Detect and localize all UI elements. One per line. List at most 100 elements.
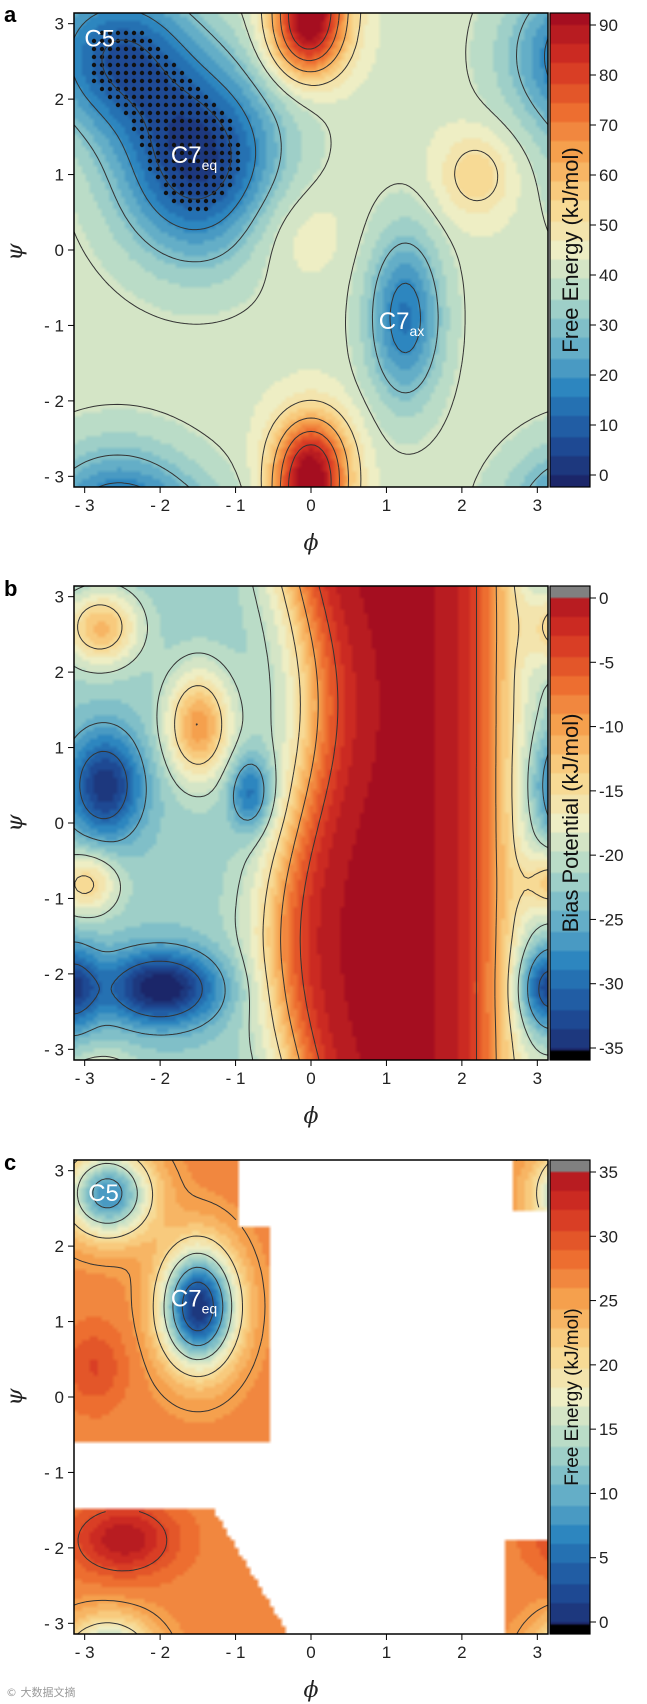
sample-dot (227, 118, 233, 124)
sample-dot (147, 78, 153, 84)
sample-dot (211, 118, 217, 124)
sample-dot (211, 182, 217, 188)
panel-b-colorbar-gradient (550, 586, 590, 1060)
contour-line (271, 13, 349, 487)
sample-dot (131, 54, 137, 60)
sample-dot (163, 126, 169, 132)
sample-dot (195, 158, 201, 164)
y-tick-label: 3 (55, 588, 64, 607)
sample-dot (131, 110, 137, 116)
sample-dot (187, 142, 193, 148)
sample-dot (155, 142, 161, 148)
sample-dot (219, 142, 225, 148)
sample-dot (163, 182, 169, 188)
sample-dot (195, 198, 201, 204)
panel-c-colorbar-ticks: 35 30 25 20 15 10 5 0 (590, 1163, 618, 1632)
x-tick-label: 0 (306, 1069, 315, 1088)
colorbar-tick-label: 0 (599, 466, 608, 485)
sample-dot (211, 158, 217, 164)
sample-dot (147, 150, 153, 156)
sample-dot (235, 150, 241, 156)
y-tick-label: 3 (55, 15, 64, 34)
sample-dot (171, 182, 177, 188)
sample-dot (139, 86, 145, 92)
sample-dot (147, 102, 153, 108)
sample-dot (139, 70, 145, 76)
sample-dot (195, 166, 201, 172)
sample-dot (179, 142, 185, 148)
sample-dot (219, 174, 225, 180)
sample-dot (227, 158, 233, 164)
sample-dot (211, 102, 217, 108)
x-tick-label: 2 (457, 496, 466, 515)
panel-c-contours (74, 1160, 548, 1634)
sample-dot (139, 62, 145, 68)
panel-b: b - 3 - 2 - 1 0 1 2 3 3 2 1 0 - 1 - 2 - 3 ϕ ψ 0 -5 -10 -… (3, 576, 624, 1129)
sample-dot (115, 78, 121, 84)
colorbar-tick-label: 25 (599, 1292, 618, 1311)
sample-dot (195, 126, 201, 132)
sample-dot (123, 86, 129, 92)
sample-dot (155, 174, 161, 180)
panel-a-heatmap (74, 13, 548, 487)
sample-dot (203, 206, 209, 212)
contour-line (74, 722, 548, 1037)
sample-dot (219, 190, 225, 196)
sample-dot (131, 78, 137, 84)
colorbar-tick-label: -30 (599, 975, 624, 994)
sample-dot (179, 174, 185, 180)
sample-dot (163, 102, 169, 108)
sample-dot (211, 134, 217, 140)
sample-dot (163, 110, 169, 116)
panel-c-x-label: ϕ (304, 1678, 319, 1703)
y-tick-label: - 1 (44, 889, 64, 908)
sample-dot (195, 206, 201, 212)
sample-dot (163, 118, 169, 124)
panel-a-contours (74, 13, 548, 487)
sample-dot (131, 102, 137, 108)
y-tick-label: - 2 (44, 392, 64, 411)
colorbar-tick-label: 15 (599, 1420, 618, 1439)
colorbar-tick-label: 30 (599, 1227, 618, 1246)
sample-dot (163, 150, 169, 156)
colorbar-tick-label: 80 (599, 66, 618, 85)
panel-a-letter: a (4, 2, 17, 27)
basin-label: C5 (84, 25, 115, 52)
x-tick-label: - 1 (226, 496, 246, 515)
x-tick-label: 2 (457, 1643, 466, 1662)
sample-dot (171, 134, 177, 140)
sample-dot (91, 38, 97, 44)
x-tick-label: - 3 (75, 1643, 95, 1662)
sample-dot (219, 166, 225, 172)
y-tick-label: 1 (55, 1313, 64, 1332)
panel-b-contours (74, 586, 548, 1060)
colorbar-tick-label: -35 (599, 1039, 624, 1058)
y-tick-label: - 1 (44, 316, 64, 335)
y-tick-label: 2 (55, 90, 64, 109)
sample-dot (235, 142, 241, 148)
sample-dot (203, 158, 209, 164)
y-tick-label: 0 (55, 814, 64, 833)
colorbar-tick-label: 30 (599, 316, 618, 335)
contour-line (77, 1511, 168, 1572)
sample-dot (123, 78, 129, 84)
sample-dot (227, 174, 233, 180)
panel-b-colorbar-label: Bias Potential (kJ/mol) (558, 714, 583, 933)
colorbar-tick-label: -25 (599, 910, 624, 929)
sample-dot (163, 78, 169, 84)
sample-dot (203, 126, 209, 132)
sample-dot (179, 134, 185, 140)
panel-c-letter: c (4, 1150, 16, 1175)
sample-dot (139, 30, 145, 36)
sample-dot (203, 134, 209, 140)
sample-dot (203, 174, 209, 180)
sample-dot (187, 126, 193, 132)
sample-dot (179, 118, 185, 124)
sample-dot (187, 102, 193, 108)
sample-dot (91, 62, 97, 68)
sample-dot (155, 70, 161, 76)
sample-dot (123, 46, 129, 52)
contour-line (260, 13, 499, 487)
sample-dot (107, 70, 113, 76)
